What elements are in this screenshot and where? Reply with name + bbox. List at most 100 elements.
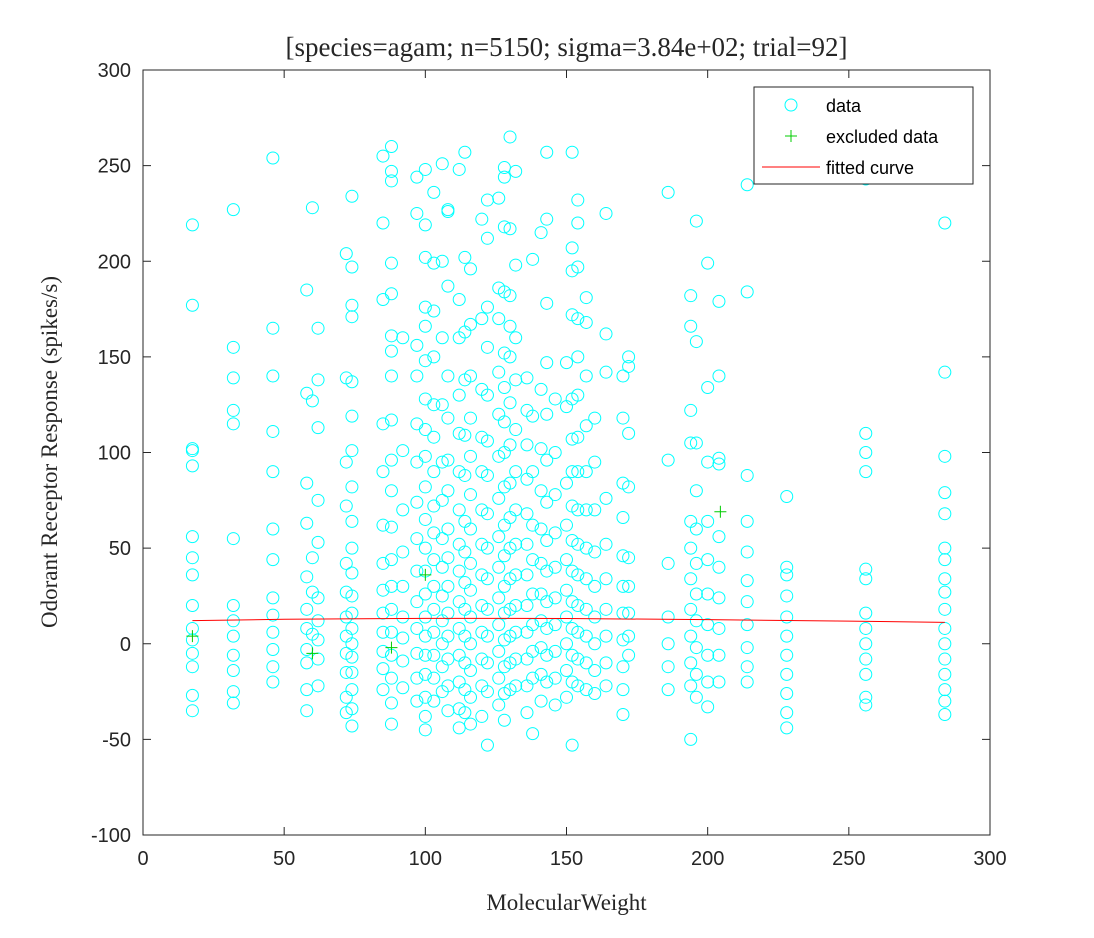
- data-point: [503, 222, 517, 236]
- data-point: [579, 683, 593, 697]
- data-point: [503, 130, 517, 144]
- data-point: [345, 514, 359, 528]
- data-point: [427, 694, 441, 708]
- data-point: [410, 595, 424, 609]
- data-point: [526, 587, 540, 601]
- data-point: [464, 522, 478, 536]
- legend-data-marker: [784, 98, 798, 112]
- data-point: [571, 625, 585, 639]
- data-point: [376, 606, 390, 620]
- data-point: [560, 583, 573, 597]
- data-point: [418, 218, 432, 232]
- data-point: [780, 721, 794, 735]
- data-point: [701, 648, 715, 662]
- data-point: [226, 629, 240, 643]
- data-point: [458, 250, 472, 264]
- data-point: [560, 553, 573, 567]
- data-point: [458, 468, 472, 482]
- data-point: [480, 656, 494, 670]
- data-point: [740, 545, 754, 559]
- data-point: [464, 610, 478, 624]
- data-point: [509, 423, 523, 437]
- data-point: [492, 365, 506, 379]
- data-point: [410, 369, 424, 383]
- data-point: [740, 468, 754, 482]
- data-point: [622, 480, 636, 494]
- data-point: [503, 476, 517, 490]
- data-point: [509, 568, 523, 582]
- excluded-data-series: [186, 505, 727, 660]
- x-tick-label: 300: [973, 848, 1006, 870]
- data-point: [435, 493, 449, 507]
- y-tick-label: -100: [91, 825, 131, 847]
- data-point: [548, 591, 562, 605]
- x-axis-ticks: 0 50 100 150 200 250 300: [137, 70, 1007, 870]
- data-point: [526, 252, 540, 266]
- data-point: [492, 644, 506, 658]
- data-point: [492, 191, 506, 205]
- data-point: [376, 556, 390, 570]
- data-point: [571, 193, 585, 207]
- data-point: [689, 436, 703, 450]
- data-point: [427, 625, 441, 639]
- excluded-data-point: [306, 647, 319, 660]
- data-point: [599, 572, 613, 586]
- data-point: [410, 621, 424, 635]
- x-tick-label: 250: [832, 848, 865, 870]
- data-point: [464, 369, 478, 383]
- data-point: [689, 641, 703, 655]
- y-axis-label: Odorant Receptor Response (spikes/s): [37, 276, 62, 628]
- data-point: [534, 522, 548, 536]
- data-point: [427, 185, 441, 199]
- data-point: [396, 631, 410, 645]
- data-point: [376, 583, 390, 597]
- data-point: [427, 648, 441, 662]
- x-tick-label: 0: [137, 848, 148, 870]
- data-point: [520, 438, 534, 452]
- data-point: [441, 629, 455, 643]
- data-point: [464, 411, 478, 425]
- data-point: [410, 206, 424, 220]
- data-point: [565, 432, 579, 446]
- data-point: [740, 618, 754, 632]
- data-point: [475, 709, 489, 723]
- data-point: [311, 591, 325, 605]
- data-point: [938, 602, 952, 616]
- data-point: [226, 664, 240, 678]
- data-point: [712, 457, 726, 471]
- data-point: [684, 679, 698, 693]
- data-point: [226, 371, 240, 385]
- data-point: [492, 530, 506, 544]
- y-tick-label: 200: [98, 251, 131, 273]
- data-point: [548, 698, 562, 712]
- data-point: [509, 652, 523, 666]
- data-point: [376, 644, 390, 658]
- data-point: [780, 706, 794, 720]
- data-point: [492, 312, 506, 326]
- data-point: [740, 595, 754, 609]
- data-point: [712, 369, 726, 383]
- data-point: [384, 174, 398, 188]
- data-point: [480, 468, 494, 482]
- data-point: [345, 683, 359, 697]
- data-point: [266, 675, 280, 689]
- data-point: [520, 568, 534, 582]
- data-point: [520, 537, 534, 551]
- data-point: [185, 646, 199, 660]
- data-point: [509, 258, 523, 272]
- data-point: [661, 610, 675, 624]
- data-point: [497, 415, 511, 429]
- data-point: [480, 231, 494, 245]
- data-point: [266, 642, 280, 656]
- data-point: [410, 694, 424, 708]
- data-point: [464, 717, 478, 731]
- data-point: [345, 409, 359, 423]
- data-point: [427, 350, 441, 364]
- data-point: [396, 579, 410, 593]
- data-point: [740, 660, 754, 674]
- data-point: [441, 679, 455, 693]
- data-point: [384, 369, 398, 383]
- data-point: [540, 621, 554, 635]
- data-point: [452, 426, 466, 440]
